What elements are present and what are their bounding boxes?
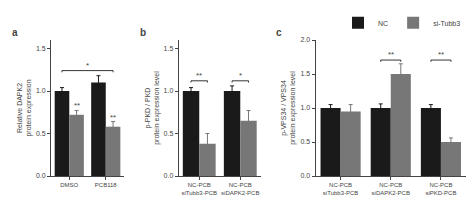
svg-text:c: c: [276, 27, 282, 38]
svg-text:NC-PCBsiPKD-PCB: NC-PCBsiPKD-PCB: [425, 182, 456, 196]
svg-text:1.0: 1.0: [300, 104, 310, 111]
svg-text:0.5: 0.5: [36, 130, 46, 137]
svg-text:NC-PCBsiTubb3-PCB: NC-PCBsiTubb3-PCB: [323, 182, 358, 196]
svg-text:*: *: [86, 61, 89, 70]
svg-text:a: a: [12, 27, 18, 38]
svg-text:NC-PCBsiDAPK2-PCB: NC-PCBsiDAPK2-PCB: [372, 182, 410, 196]
svg-text:0.0: 0.0: [300, 172, 310, 179]
svg-text:1.0: 1.0: [36, 87, 46, 94]
svg-text:NC-PCBsiTubb3-PCB: NC-PCBsiTubb3-PCB: [182, 182, 217, 196]
svg-text:b: b: [140, 27, 146, 38]
svg-text:Relative DAPK2protein expressi: Relative DAPK2protein expression: [16, 79, 33, 136]
svg-text:*: *: [239, 71, 242, 80]
svg-text:1.5: 1.5: [164, 45, 174, 52]
svg-text:PCB118: PCB118: [95, 182, 118, 188]
svg-text:p-VPS34 / VPS34protein express: p-VPS34 / VPS34protein expression level: [280, 71, 297, 145]
svg-text:1.0: 1.0: [164, 87, 174, 94]
svg-text:1.5: 1.5: [300, 70, 310, 77]
svg-text:0.0: 0.0: [36, 172, 46, 179]
svg-text:1.5: 1.5: [36, 45, 46, 52]
svg-text:2.0: 2.0: [300, 36, 310, 43]
svg-text:**: **: [388, 50, 394, 59]
svg-text:si-Tubb3: si-Tubb3: [433, 20, 460, 27]
svg-text:0.5: 0.5: [300, 138, 310, 145]
svg-text:**: **: [110, 113, 116, 122]
svg-text:0.5: 0.5: [164, 130, 174, 137]
svg-text:p-PKD / PKDprotein expression: p-PKD / PKDprotein expression level: [144, 71, 161, 145]
svg-text:DMSO: DMSO: [60, 182, 78, 188]
svg-text:0.0: 0.0: [164, 172, 174, 179]
svg-text:**: **: [74, 101, 80, 110]
svg-text:NC-PCBsiDAPK2-PCB: NC-PCBsiDAPK2-PCB: [221, 182, 259, 196]
svg-text:NC: NC: [378, 20, 388, 27]
svg-text:**: **: [196, 71, 202, 80]
svg-text:**: **: [438, 50, 444, 59]
